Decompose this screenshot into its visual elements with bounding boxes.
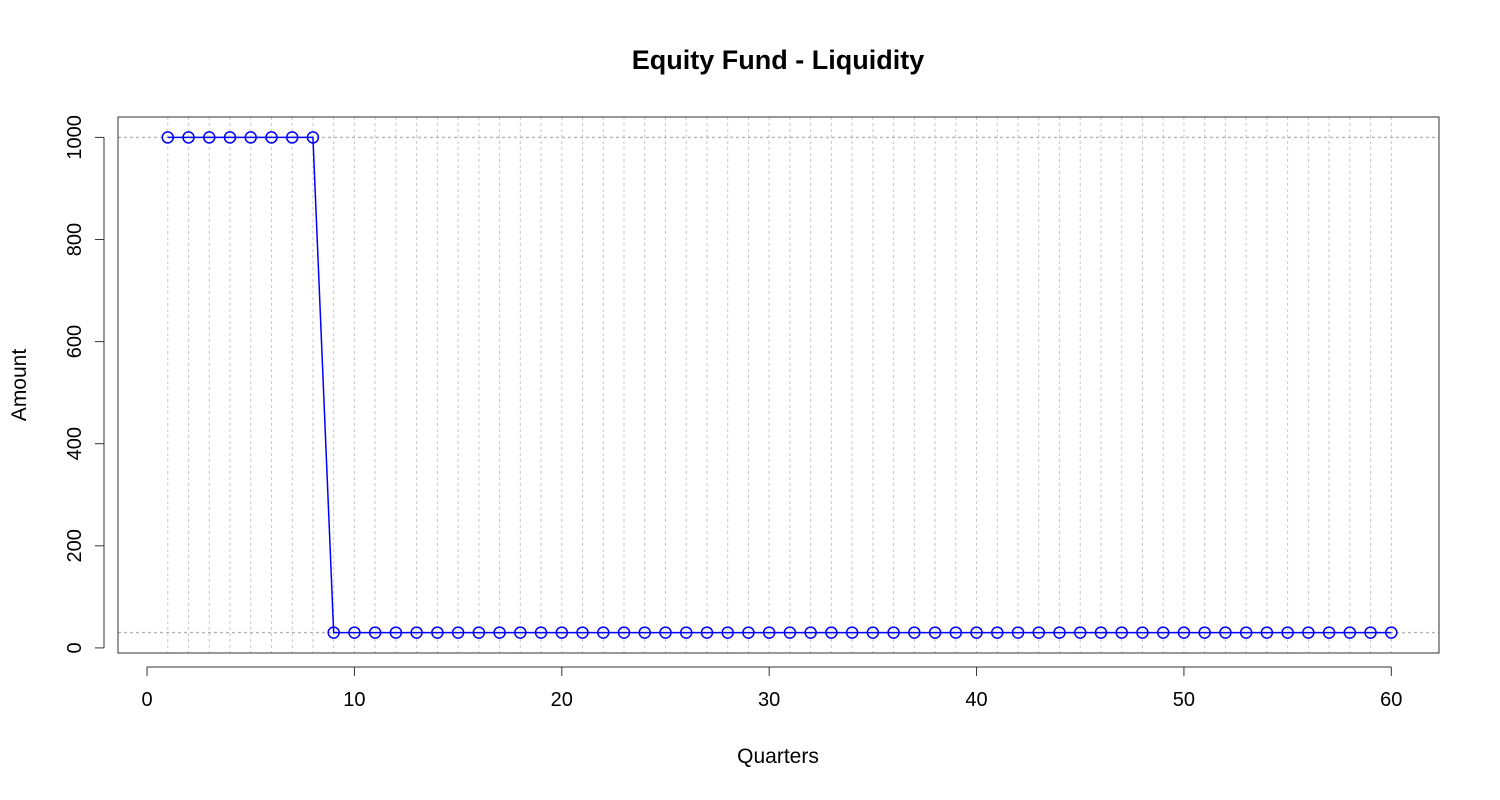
x-tick-label: 60 (1380, 689, 1402, 711)
series (161, 131, 1398, 639)
data-point (306, 131, 320, 144)
y-tick-label: 400 (64, 427, 86, 460)
data-point (389, 626, 403, 639)
x-tick-label: 30 (758, 689, 780, 711)
data-point (1322, 626, 1336, 639)
data-point (368, 626, 382, 639)
data-point (514, 626, 527, 639)
data-point (1281, 626, 1294, 639)
data-point (1011, 626, 1025, 639)
data-point (576, 626, 589, 639)
data-point (431, 626, 444, 639)
x-axis-label: Quarters (737, 745, 819, 768)
data-point (1302, 626, 1315, 639)
data-point (597, 626, 610, 639)
data-point (762, 626, 776, 639)
data-point (928, 626, 942, 639)
data-point (1073, 626, 1087, 639)
data-point (327, 626, 340, 639)
series-line (167, 136, 1392, 634)
data-point (285, 131, 299, 144)
plot-frame (117, 116, 1440, 654)
y-axis-label: Amount (8, 349, 31, 422)
data-point (866, 626, 880, 639)
data-point (265, 131, 278, 144)
data-point (1136, 626, 1149, 639)
data-point (223, 131, 237, 144)
data-point (555, 626, 569, 639)
data-point (659, 626, 672, 639)
data-point (410, 626, 423, 639)
data-point (783, 626, 797, 639)
x-tick-label: 40 (965, 689, 987, 711)
y-tick-label: 200 (64, 529, 86, 562)
data-point (348, 626, 361, 639)
data-point (742, 626, 755, 639)
data-point (1032, 626, 1046, 639)
x-tick-label: 20 (551, 689, 573, 711)
data-point (679, 626, 693, 639)
data-point (1239, 626, 1253, 639)
data-point (804, 626, 817, 639)
data-point (1343, 626, 1357, 639)
data-point (908, 626, 921, 639)
data-point (493, 626, 506, 639)
data-point (1115, 626, 1128, 639)
data-point (244, 131, 257, 144)
data-point (700, 626, 714, 639)
data-point (1156, 626, 1170, 639)
data-point (1385, 626, 1398, 639)
data-point (451, 626, 465, 639)
y-tick-label: 1000 (64, 115, 86, 160)
data-point (182, 131, 195, 144)
data-point (1219, 626, 1232, 639)
data-point (1177, 626, 1191, 639)
x-tick-label: 50 (1173, 689, 1195, 711)
chart-title: Equity Fund - Liquidity (632, 45, 924, 75)
y-tick-label: 0 (64, 642, 86, 653)
data-point (202, 131, 216, 144)
data-point (970, 626, 983, 639)
y-tick-label: 600 (64, 325, 86, 358)
data-point (161, 131, 175, 144)
data-point (1094, 626, 1108, 639)
data-point (1260, 626, 1274, 639)
grid (118, 117, 1439, 653)
data-point (991, 626, 1004, 639)
x-tick-label: 10 (343, 689, 365, 711)
data-point (617, 626, 631, 639)
data-point (534, 626, 548, 639)
data-point (845, 626, 859, 639)
data-point (1053, 626, 1066, 639)
data-point (638, 626, 651, 639)
data-point (472, 626, 486, 639)
x-tick-label: 0 (141, 689, 152, 711)
data-point (1198, 626, 1211, 639)
data-point (1364, 626, 1377, 639)
data-point (825, 626, 838, 639)
data-point (887, 626, 900, 639)
data-point (949, 626, 963, 639)
y-tick-label: 800 (64, 223, 86, 256)
data-point (721, 626, 734, 639)
